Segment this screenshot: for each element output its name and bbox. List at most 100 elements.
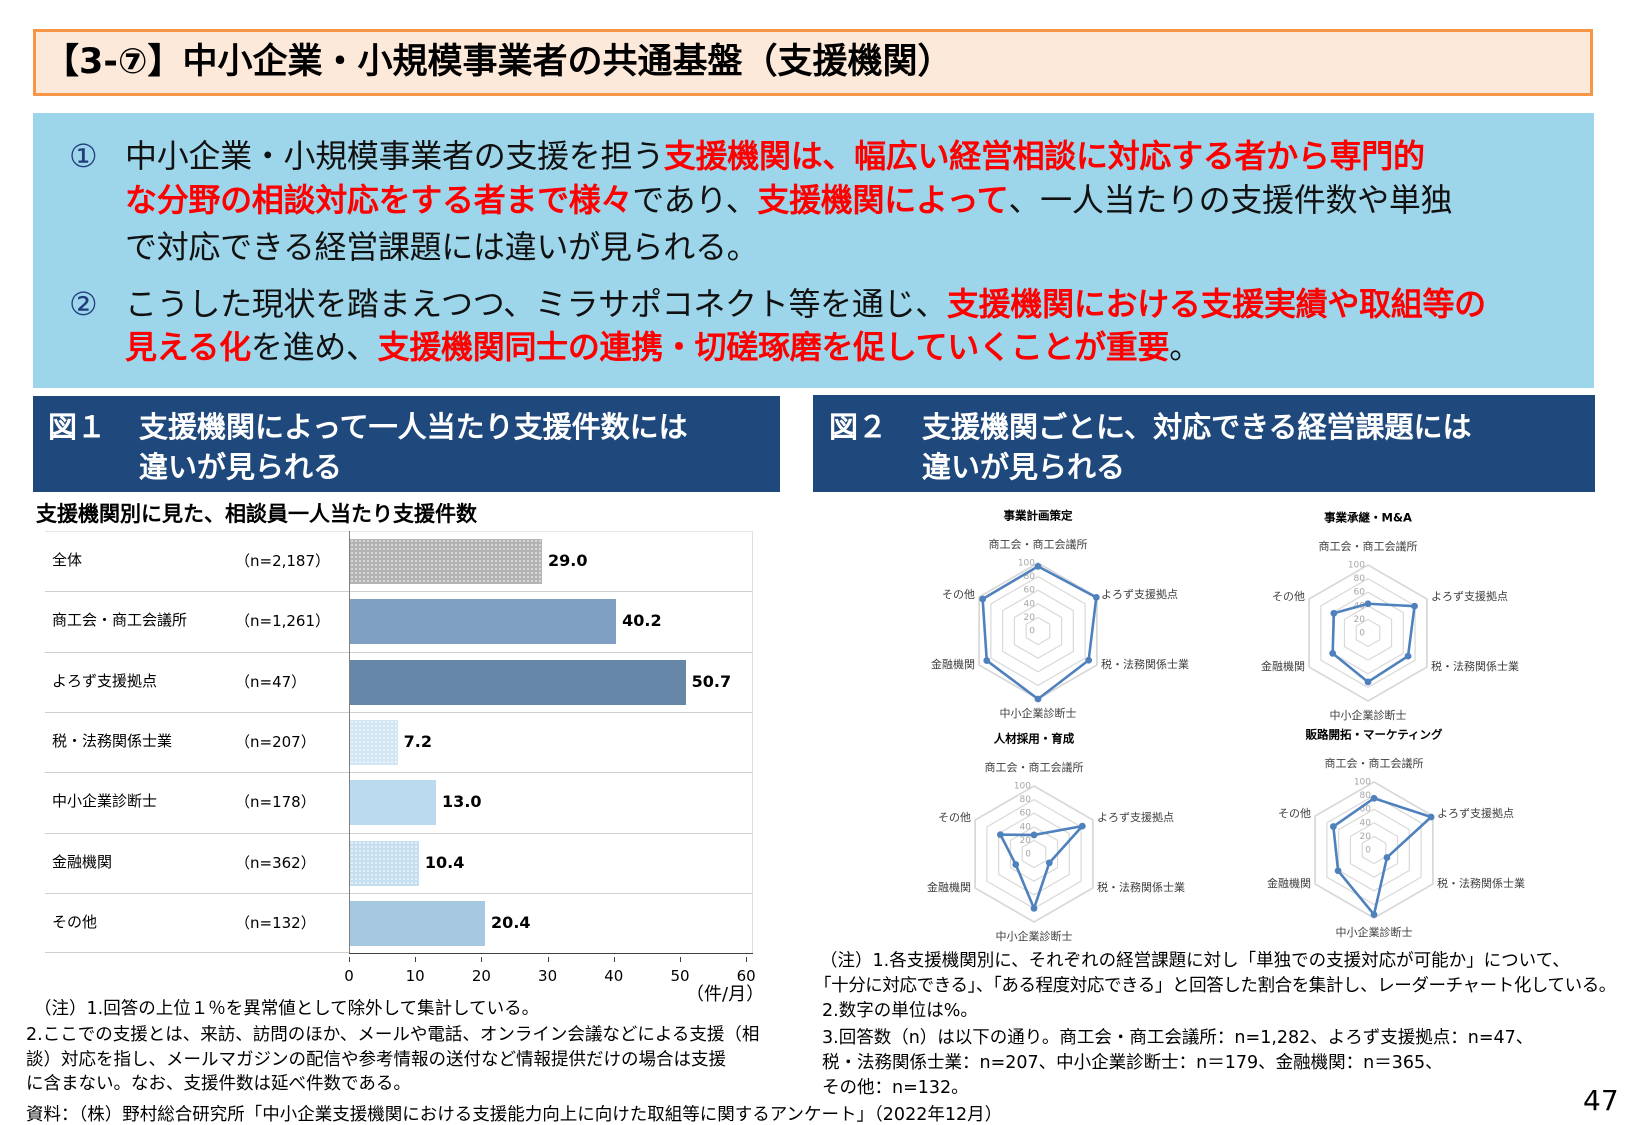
radar-tick-label: 0 <box>1365 846 1371 856</box>
summary-item-1-line-1: 中小企業・小規模事業者の支援を担う支援機関は、幅広い経営相談に対応する者から専門… <box>125 136 1425 176</box>
bar-sample-size: （n=178） <box>235 793 316 812</box>
text-segment: であり、 <box>632 181 758 219</box>
bar <box>350 840 419 886</box>
text-segment: 中小企業・小規模事業者の支援を担う <box>125 137 664 175</box>
bar-category-label: 全体 <box>52 551 83 569</box>
radar-axis-label: その他 <box>938 811 971 824</box>
figure2-note: その他：n=132。 <box>822 1078 969 1098</box>
bar-chart-title: 支援機関別に見た、相談員一人当たり支援件数 <box>36 502 477 526</box>
radar-data-marker <box>1370 794 1378 802</box>
text-segment-emphasis: 見える化 <box>125 328 251 366</box>
radar-tick-label: 20 <box>1020 836 1032 846</box>
radar-grid-ring <box>1025 616 1051 646</box>
radar-grid-ring <box>1021 839 1047 869</box>
chart-right-border <box>752 531 753 953</box>
radar-axis-label: 商工会・商工会議所 <box>985 760 1084 774</box>
figure1-header: 図１ 支援機関によって一人当たり支援件数には 違いが見られる <box>33 396 780 492</box>
bar <box>350 719 398 765</box>
radar-axis-label: 税・法務関係士業 <box>1437 876 1525 890</box>
text-segment: 、一人当たりの支援件数や単独 <box>1008 181 1453 219</box>
page-title: 【3-⑦】中小企業・小規模事業者の共通基盤（支援機関） <box>44 42 953 82</box>
bar-category-label: 税・法務関係士業 <box>52 731 173 750</box>
radar-grid-ring <box>978 561 1098 701</box>
radar-tick-label: 20 <box>1354 615 1366 625</box>
radar-data-marker <box>1329 650 1337 657</box>
x-tick <box>415 957 417 962</box>
radar-data-marker <box>1012 861 1020 868</box>
radar-data-marker <box>1330 609 1338 617</box>
row-divider <box>45 651 753 653</box>
x-axis-line <box>349 953 753 954</box>
x-tick <box>349 957 350 962</box>
row-divider <box>45 711 753 713</box>
x-tick-label: 30 <box>538 967 558 985</box>
radar-data-marker <box>1085 656 1093 664</box>
figure2-note: 「十分に対応できる」、「ある程度対応できる」と回答した割合を集計し、レーダーチャ… <box>814 976 1616 996</box>
radar-grid-ring <box>1361 835 1387 865</box>
x-tick <box>547 957 549 962</box>
zero-axis-line <box>349 531 350 953</box>
radar-tick-label: 100 <box>1354 778 1371 788</box>
radar-data-marker <box>1370 911 1378 918</box>
bar-row: 全体 （n=2,187） 29.0 <box>45 531 753 591</box>
summary-item-2-line-1: こうした現状を踏まえつつ、ミラサポコネクト等を通じ、支援機関における支援実績や取… <box>125 284 1486 324</box>
radar-data-marker <box>1329 823 1337 830</box>
summary-box: ① 中小企業・小規模事業者の支援を担う支援機関は、幅広い経営相談に対応する者から… <box>33 113 1594 388</box>
radar-chart-business-planning: 事業計画策定 0 20 40 60 80 100 商工会・商工会議所 よろず支援拠点 税・法務関係… <box>873 503 1203 743</box>
radar-data-marker <box>979 595 987 603</box>
radar-grid-ring <box>1355 618 1381 648</box>
radar-axis-label: その他 <box>942 588 975 601</box>
radar-tick-label: 80 <box>1360 791 1372 801</box>
bar-value-label: 50.7 <box>691 671 732 691</box>
radar-data-marker <box>1364 678 1372 686</box>
figure1-note: （注）1.回答の上位１％を異常値として除外して集計している。 <box>34 999 540 1019</box>
summary-item-2-line-2: 見える化を進め、支援機関同士の連携・切磋琢磨を促していくことが重要。 <box>125 327 1201 367</box>
bar-sample-size: （n=47） <box>235 672 307 691</box>
figure1-note: 談）対応を指し、メールマガジンの配信や参考情報の送付など情報提供だけの場合は支援 <box>26 1050 726 1070</box>
x-tick-label: 40 <box>604 967 624 985</box>
figure2-note: 税・法務関係士業：n=207、中小企業診断士：n＝179、金融機関：n＝365、 <box>822 1053 1443 1073</box>
row-divider <box>45 591 753 593</box>
x-axis-unit: （件/月） <box>686 984 765 1005</box>
radar-grid-ring <box>1349 822 1399 878</box>
bar-category-label: 中小企業診断士 <box>52 792 158 811</box>
bar-value-label: 29.0 <box>547 551 588 570</box>
bar <box>350 539 542 584</box>
title-banner: 【3-⑦】中小企業・小規模事業者の共通基盤（支援機関） <box>33 29 1593 96</box>
bar-category-label: その他 <box>52 912 98 931</box>
row-divider <box>45 772 753 774</box>
radar-tick-label: 80 <box>1020 795 1032 805</box>
radar-chart-hr: 人材採用・育成 0 20 40 60 80 100 商工会・商工会議所 よろず支援拠点 税・法務関… <box>869 726 1199 966</box>
radar-data-marker <box>1045 859 1053 867</box>
radar-title: 人材採用・育成 <box>994 732 1075 746</box>
radar-tick-label: 60 <box>1020 809 1032 819</box>
figure2-note: 3.回答数（n）は以下の通り。商工会・商工会議所：n=1,282、よろず支援拠点… <box>822 1028 1534 1048</box>
bar-category-label: よろず支援拠点 <box>52 671 158 690</box>
radar-tick-label: 60 <box>1024 586 1036 596</box>
row-divider <box>45 531 753 532</box>
text-segment: 。 <box>1169 328 1201 366</box>
radar-data-marker <box>983 657 991 664</box>
x-tick-label: 20 <box>471 967 491 985</box>
radar-grid-ring <box>1343 605 1393 661</box>
bar-sample-size: （n=132） <box>235 913 316 932</box>
page-number: 47 <box>1583 1084 1619 1117</box>
figure2-header: 図２ 支援機関ごとに、対応できる経営課題には 違いが見られる <box>813 395 1595 492</box>
radar-grid-ring <box>1009 826 1059 882</box>
radar-data-marker <box>1030 831 1038 839</box>
text-segment: を進め、 <box>250 328 378 366</box>
x-tick <box>613 957 615 962</box>
radar-tick-label: 0 <box>1025 850 1031 860</box>
radar-title: 事業計画策定 <box>1004 509 1073 523</box>
radar-data-marker <box>1411 602 1418 610</box>
radar-grid-ring <box>986 798 1082 910</box>
text-segment-emphasis: 支援機関は、幅広い経営相談に対応する者から専門的 <box>663 137 1425 175</box>
radar-axis-label: 税・法務関係士業 <box>1431 659 1519 673</box>
text-segment: で対応できる経営課題には違いが見られる。 <box>125 228 759 266</box>
radar-axis-label: 商工会・商工会議所 <box>1325 756 1424 770</box>
radar-data-marker <box>997 831 1004 839</box>
summary-item-1-line-2: な分野の相談対応をする者まで様々であり、支援機関によって、一人当たりの支援件数や… <box>125 180 1453 220</box>
bar-value-label: 20.4 <box>491 912 531 932</box>
bar-sample-size: （n=362） <box>235 853 316 872</box>
